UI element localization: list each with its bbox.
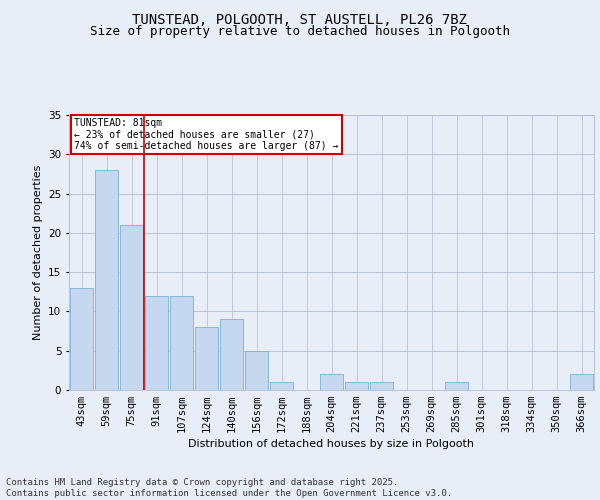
Bar (245, 350, 268, 390)
X-axis label: Distribution of detached houses by size in Polgooth: Distribution of detached houses by size … (188, 440, 475, 450)
Bar (344, 382, 368, 390)
Bar (119, 225, 143, 390)
Bar (145, 296, 169, 390)
Y-axis label: Number of detached properties: Number of detached properties (32, 165, 43, 340)
Bar (220, 320, 244, 390)
Bar (269, 382, 293, 390)
Bar (70, 288, 94, 390)
Text: TUNSTEAD: 81sqm
← 23% of detached houses are smaller (27)
74% of semi-detached h: TUNSTEAD: 81sqm ← 23% of detached houses… (74, 118, 338, 151)
Text: Contains HM Land Registry data © Crown copyright and database right 2025.
Contai: Contains HM Land Registry data © Crown c… (6, 478, 452, 498)
Bar (445, 382, 469, 390)
Bar (194, 327, 218, 390)
Bar (569, 374, 593, 390)
Bar (370, 382, 394, 390)
Bar (95, 170, 118, 390)
Bar (170, 296, 193, 390)
Bar (320, 374, 343, 390)
Text: Size of property relative to detached houses in Polgooth: Size of property relative to detached ho… (90, 25, 510, 38)
Text: TUNSTEAD, POLGOOTH, ST AUSTELL, PL26 7BZ: TUNSTEAD, POLGOOTH, ST AUSTELL, PL26 7BZ (133, 12, 467, 26)
